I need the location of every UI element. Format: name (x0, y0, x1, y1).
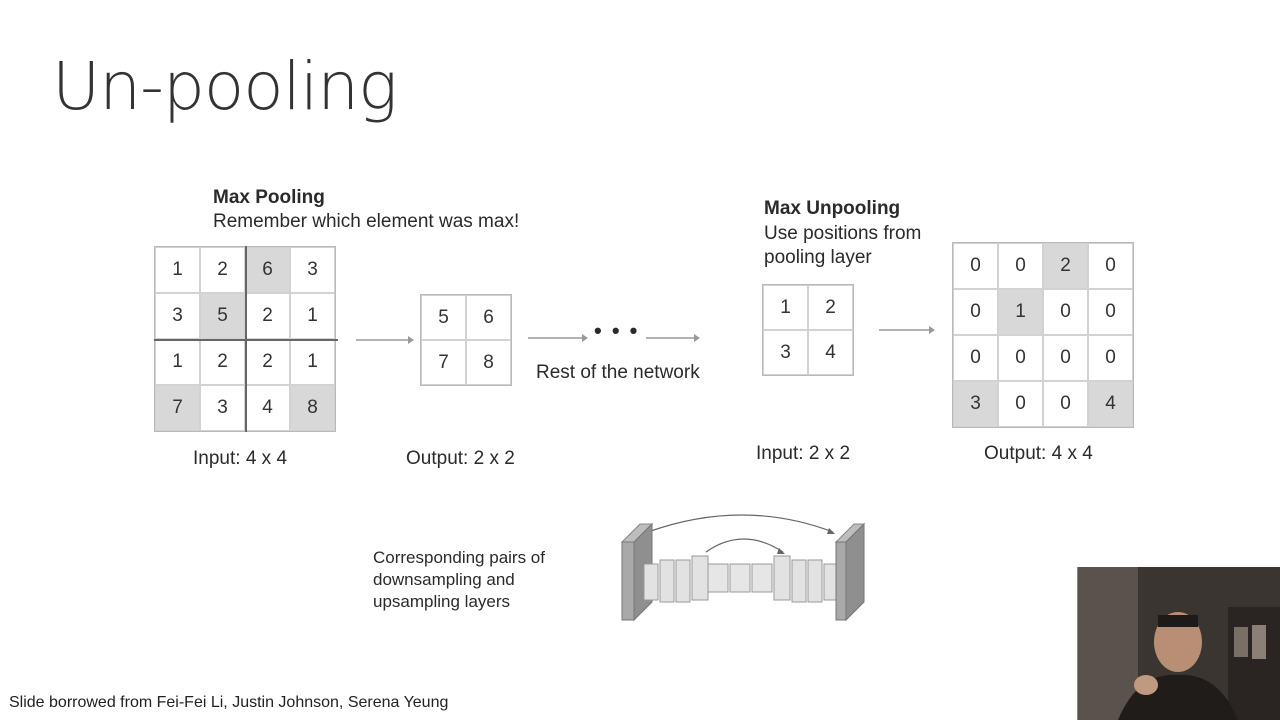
grid-cell: 4 (245, 385, 290, 431)
grid-cell: 0 (998, 335, 1043, 381)
ellipsis: • • • (594, 318, 640, 343)
max-pooling-heading: Max Pooling (213, 187, 325, 208)
grid-cell: 3 (200, 385, 245, 431)
grid-cell: 0 (998, 243, 1043, 289)
grid-cell: 3 (155, 293, 200, 339)
grid-cell: 0 (953, 335, 998, 381)
grid-cell: 1 (290, 339, 335, 385)
grid-cell: 4 (1088, 381, 1133, 427)
grid-cell: 2 (245, 293, 290, 339)
unet-note-line1: Corresponding pairs of (373, 548, 545, 567)
arrow-icon (646, 334, 700, 342)
unet-architecture-diagram (620, 514, 866, 622)
grid-cell: 0 (1043, 289, 1088, 335)
max-unpooling-subtitle-line2: pooling layer (764, 247, 872, 268)
unpooling-output-caption: Output: 4 x 4 (984, 443, 1093, 464)
grid-cell: 0 (1043, 381, 1088, 427)
arrow-icon (356, 336, 414, 344)
grid-cell: 1 (155, 247, 200, 293)
rest-of-network-label: Rest of the network (536, 362, 700, 383)
pooling-horizontal-divider (154, 339, 338, 341)
pooling-output-caption: Output: 2 x 2 (406, 448, 515, 469)
grid-cell: 1 (155, 339, 200, 385)
pooling-input-caption: Input: 4 x 4 (193, 448, 288, 469)
max-pooling-subtitle: Remember which element was max! (213, 211, 520, 232)
grid-cell: 5 (200, 293, 245, 339)
slide-credit: Slide borrowed from Fei-Fei Li, Justin J… (9, 694, 449, 711)
grid-cell: 1 (763, 285, 808, 330)
grid-cell: 0 (1043, 335, 1088, 381)
slide-title: Un-pooling (52, 48, 398, 125)
arrow-icon (528, 334, 588, 342)
grid-cell: 2 (245, 339, 290, 385)
grid-cell: 7 (155, 385, 200, 431)
grid-cell: 8 (466, 340, 511, 385)
grid-cell: 6 (466, 295, 511, 340)
grid-cell: 2 (200, 247, 245, 293)
grid-cell: 6 (245, 247, 290, 293)
arrow-icon (879, 326, 935, 334)
grid-cell: 8 (290, 385, 335, 431)
unet-note-line2: downsampling and (373, 570, 515, 589)
grid-cell: 1 (998, 289, 1043, 335)
grid-cell: 2 (200, 339, 245, 385)
grid-cell: 7 (421, 340, 466, 385)
grid-cell: 3 (763, 330, 808, 375)
max-unpooling-subtitle-line1: Use positions from (764, 223, 922, 244)
presenter-webcam (1077, 567, 1280, 720)
unet-note-line3: upsampling layers (373, 592, 511, 611)
grid-cell: 0 (998, 381, 1043, 427)
grid-cell: 4 (808, 330, 853, 375)
grid-cell: 1 (290, 293, 335, 339)
max-unpooling-heading: Max Unpooling (764, 198, 901, 219)
grid-cell: 5 (421, 295, 466, 340)
grid-cell: 2 (808, 285, 853, 330)
grid-cell: 3 (290, 247, 335, 293)
grid-cell: 0 (953, 243, 998, 289)
grid-cell: 0 (1088, 243, 1133, 289)
grid-cell: 3 (953, 381, 998, 427)
unpooling-input-caption: Input: 2 x 2 (756, 443, 851, 464)
grid-cell: 0 (1088, 335, 1133, 381)
grid-cell: 0 (1088, 289, 1133, 335)
grid-cell: 2 (1043, 243, 1088, 289)
grid-cell: 0 (953, 289, 998, 335)
